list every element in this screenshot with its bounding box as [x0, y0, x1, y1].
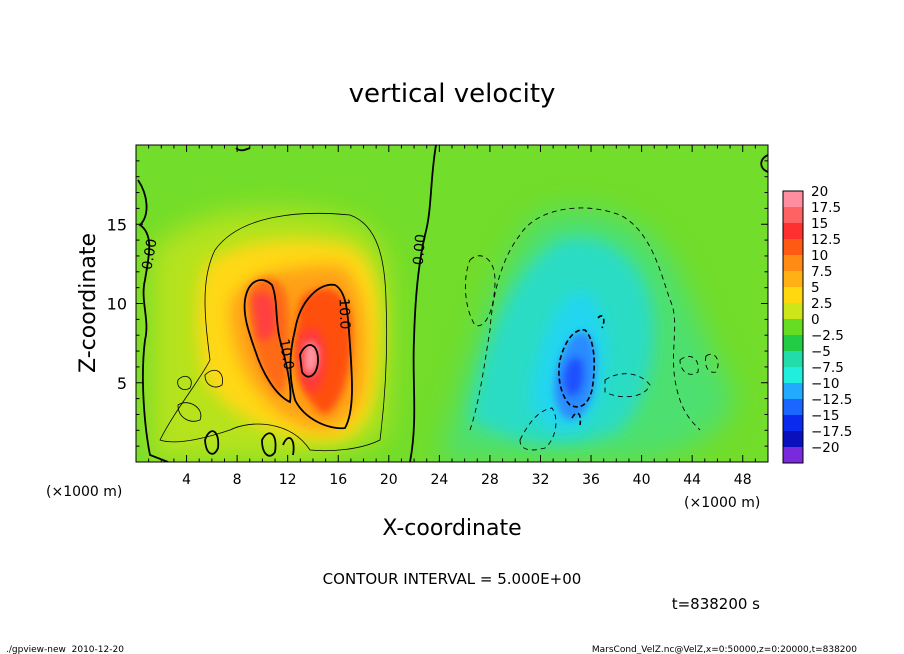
y-tick-label: 5: [117, 374, 127, 393]
colorbar-label: 20: [811, 184, 828, 200]
downdraft-region: [440, 209, 735, 462]
contour-labels: 0.00 0.00 10.0 10.0: [139, 233, 429, 371]
contour-interval-text: CONTOUR INTERVAL = 5.000E+00: [323, 570, 582, 588]
x-axis-label: X-coordinate: [382, 516, 521, 541]
colorbar-label: −2.5: [811, 328, 844, 344]
colorbar-swatch: [783, 303, 803, 320]
x-tick-label: 16: [329, 472, 347, 488]
x-tick-label: 32: [532, 472, 550, 488]
colorbar-swatch: [783, 351, 803, 368]
colorbar-swatch: [783, 367, 803, 384]
colorbar-label: 15: [811, 216, 828, 232]
x-unit-label-right: (×1000 m): [684, 495, 760, 511]
colorbar-label: −17.5: [811, 424, 852, 440]
x-tick-label: 20: [380, 472, 398, 488]
x-axis: 4 8 12 16 20 24 28 32 36 40 44 48: [148, 145, 756, 488]
colorbar-swatch: [783, 431, 803, 448]
plus10-contour-left: [243, 279, 292, 404]
colorbar-swatch: [783, 191, 803, 208]
zero-contour-left: [137, 179, 169, 462]
x-tick-label: 36: [582, 472, 600, 488]
x-tick-label: 40: [633, 472, 651, 488]
colorbar-swatch: [783, 335, 803, 352]
colorbar-swatch: [783, 383, 803, 400]
plus10-contour-right: [289, 283, 353, 430]
chart-title: vertical velocity: [349, 79, 556, 109]
colorbar-swatch: [783, 447, 803, 464]
colorbar-swatch: [783, 239, 803, 256]
y-tick-label: 15: [107, 215, 127, 234]
colorbar-label: 10: [811, 248, 828, 264]
colorbar-label: −5: [811, 344, 831, 360]
colorbar-swatch: [783, 399, 803, 416]
x-unit-label-left: (×1000 m): [46, 484, 122, 500]
colorbar-label: −20: [811, 440, 840, 456]
x-tick-label: 8: [233, 472, 242, 488]
x-tick-label: 48: [734, 472, 752, 488]
colorbar-label: −12.5: [811, 392, 852, 408]
colorbar-label: 12.5: [811, 232, 841, 248]
footer-right: MarsCond_VelZ.nc@VelZ,x=0:50000,z=0:2000…: [592, 645, 857, 654]
colorbar-swatch: [783, 255, 803, 272]
colorbar-label: −7.5: [811, 360, 844, 376]
time-text: t=838200 s: [672, 595, 760, 613]
contour-label: 10.0: [335, 298, 352, 330]
x-tick-label: 28: [481, 472, 499, 488]
colorbar-swatch: [783, 271, 803, 288]
updraft-region: [150, 209, 390, 462]
minus5-contour: [469, 207, 701, 431]
colorbar-label: 5: [811, 280, 820, 296]
colorbar-swatch: [783, 287, 803, 304]
x-tick-label: 44: [683, 472, 701, 488]
colorbar-label: 7.5: [811, 264, 832, 280]
colorbar-label: 2.5: [811, 296, 832, 312]
y-axis: 5 10 15: [107, 160, 768, 447]
colorbar-swatch: [783, 319, 803, 336]
contour-label: 0.00: [139, 238, 160, 271]
colorbar-swatch: [783, 415, 803, 432]
footer-left: ./gpview-new 2010-12-20: [6, 645, 124, 654]
minus10-contour: [558, 329, 595, 408]
contour-label: 0.00: [411, 233, 430, 265]
zero-contour-top-right: [760, 154, 768, 173]
heatmap-field: [136, 145, 768, 462]
zero-contour-middle: [409, 145, 437, 462]
colorbar-label: 0: [811, 312, 820, 328]
contour-label: 10.0: [275, 338, 296, 371]
colorbar-swatch: [783, 223, 803, 240]
colorbar-label: 17.5: [811, 200, 841, 216]
colorbar: 2017.51512.5107.552.50−2.5−5−7.5−10−12.5…: [782, 184, 852, 464]
colorbar-swatch: [783, 207, 803, 224]
colorbar-frame: [782, 190, 804, 464]
x-tick-label: 4: [182, 472, 191, 488]
x-tick-label: 24: [430, 472, 448, 488]
y-tick-label: 10: [107, 295, 127, 314]
plus5-contour: [159, 212, 388, 452]
x-tick-label: 12: [279, 472, 297, 488]
colorbar-label: −10: [811, 376, 840, 392]
y-axis-label: Z-coordinate: [76, 233, 101, 373]
colorbar-label: −15: [811, 408, 840, 424]
contour-lines: [137, 145, 768, 462]
